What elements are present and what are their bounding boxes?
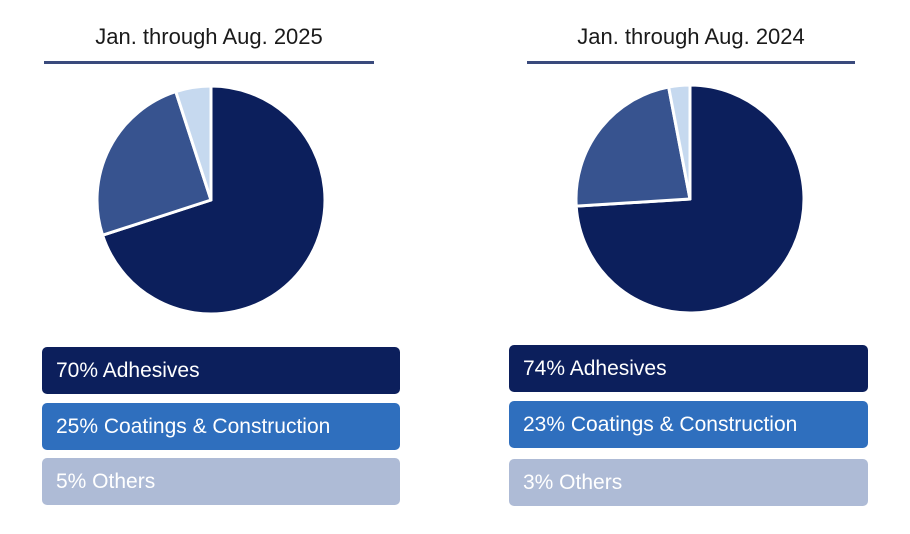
chart-title: Jan. through Aug. 2024 [577, 24, 805, 49]
pie-chart [95, 84, 327, 316]
chart-title: Jan. through Aug. 2025 [95, 24, 323, 49]
pie-slice-others [667, 83, 692, 201]
title-underline [44, 61, 374, 64]
pie-chart [574, 83, 806, 315]
pie-slice-adhesives [101, 84, 327, 316]
legend-item-adhesives: 70% Adhesives [42, 347, 400, 394]
title-underline [527, 61, 855, 64]
chart-panel-2024: Jan. through Aug. 2024 74% Adhesives 23%… [455, 0, 910, 534]
legend-item-others: 3% Others [509, 459, 868, 506]
pie-slice-coatings-construction [574, 85, 692, 208]
legend-item-adhesives: 74% Adhesives [509, 345, 868, 392]
legend-item-coatings-construction: 23% Coatings & Construction [509, 401, 868, 448]
legend-item-others: 5% Others [42, 458, 400, 505]
pie-slice-coatings-construction [95, 90, 213, 237]
pie-slice-others [174, 84, 213, 202]
legend-item-coatings-construction: 25% Coatings & Construction [42, 403, 400, 450]
chart-panel-2025: Jan. through Aug. 2025 70% Adhesives 25%… [42, 24, 400, 505]
